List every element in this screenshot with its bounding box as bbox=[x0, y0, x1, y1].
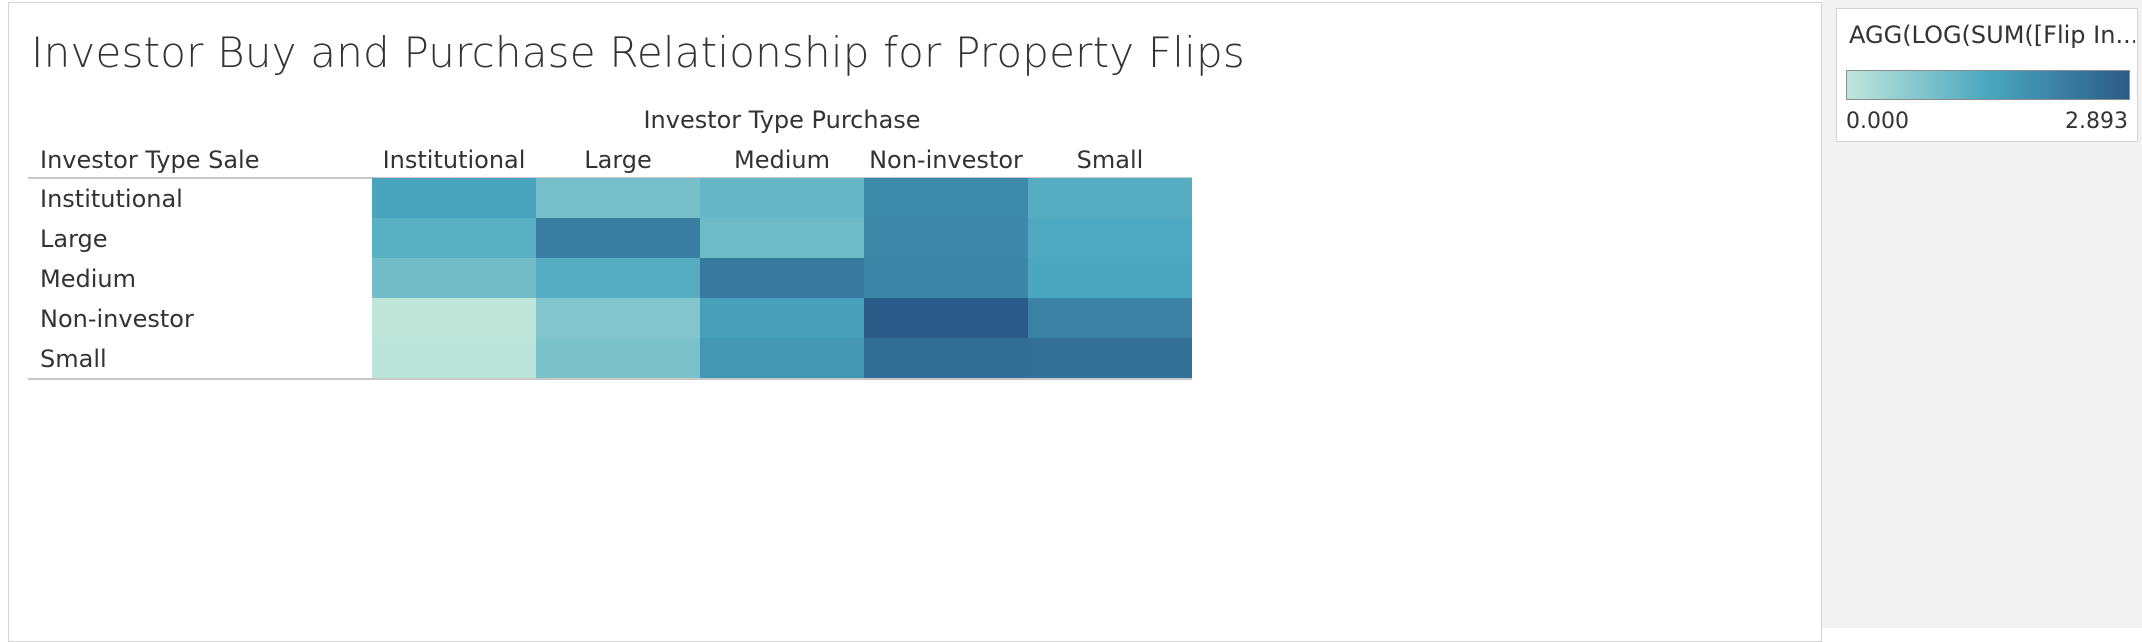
heatmap-cell bbox=[536, 178, 700, 218]
column-header-small: Small bbox=[1077, 146, 1144, 174]
heatmap-cell bbox=[1028, 178, 1192, 218]
heatmap-cell bbox=[1028, 338, 1192, 378]
heatmap-cell bbox=[700, 298, 864, 338]
row-header-medium: Medium bbox=[40, 265, 136, 293]
sheet-title: Investor Buy and Purchase Relationship f… bbox=[31, 28, 1245, 77]
row-field-label: Investor Type Sale bbox=[40, 146, 259, 174]
row-header-non-investor: Non-investor bbox=[40, 305, 194, 333]
heatmap-cell bbox=[372, 178, 536, 218]
heatmap-cell bbox=[864, 258, 1028, 298]
heatmap-cell bbox=[536, 338, 700, 378]
heatmap-cell bbox=[536, 298, 700, 338]
heatmap-cell bbox=[372, 298, 536, 338]
heatmap-cell bbox=[864, 298, 1028, 338]
legend-max-label: 2.893 bbox=[2065, 109, 2128, 134]
heatmap-cell bbox=[1028, 218, 1192, 258]
heatmap-cell bbox=[536, 218, 700, 258]
legend-min-label: 0.000 bbox=[1846, 109, 1909, 134]
column-header-non-investor: Non-investor bbox=[869, 146, 1023, 174]
heatmap-cell bbox=[536, 258, 700, 298]
row-header-large: Large bbox=[40, 225, 108, 253]
heatmap-cell bbox=[864, 218, 1028, 258]
heatmap-cell bbox=[700, 178, 864, 218]
heatmap-cell bbox=[700, 258, 864, 298]
column-header-medium: Medium bbox=[734, 146, 830, 174]
heatmap-cell bbox=[372, 258, 536, 298]
color-legend[interactable]: AGG(LOG(SUM([Flip In... 0.000 2.893 bbox=[1836, 8, 2138, 142]
column-header-large: Large bbox=[584, 146, 652, 174]
row-header-small: Small bbox=[40, 345, 107, 373]
column-field-label: Investor Type Purchase bbox=[643, 106, 920, 134]
heatmap-cell bbox=[864, 338, 1028, 378]
heatmap-cell bbox=[700, 218, 864, 258]
column-header-institutional: Institutional bbox=[383, 146, 526, 174]
heatmap-cell bbox=[1028, 298, 1192, 338]
legend-title: AGG(LOG(SUM([Flip In... bbox=[1849, 21, 2135, 49]
heatmap-cell bbox=[372, 218, 536, 258]
legend-gradient-bar bbox=[1846, 70, 2130, 100]
heatmap-chart: Investor Type Purchase Investor Type Sale… bbox=[28, 106, 1192, 380]
heatmap-cell bbox=[372, 338, 536, 378]
heatmap-cell bbox=[864, 178, 1028, 218]
row-header-institutional: Institutional bbox=[40, 185, 183, 213]
heatmap-cell bbox=[1028, 258, 1192, 298]
heatmap-cell bbox=[700, 338, 864, 378]
